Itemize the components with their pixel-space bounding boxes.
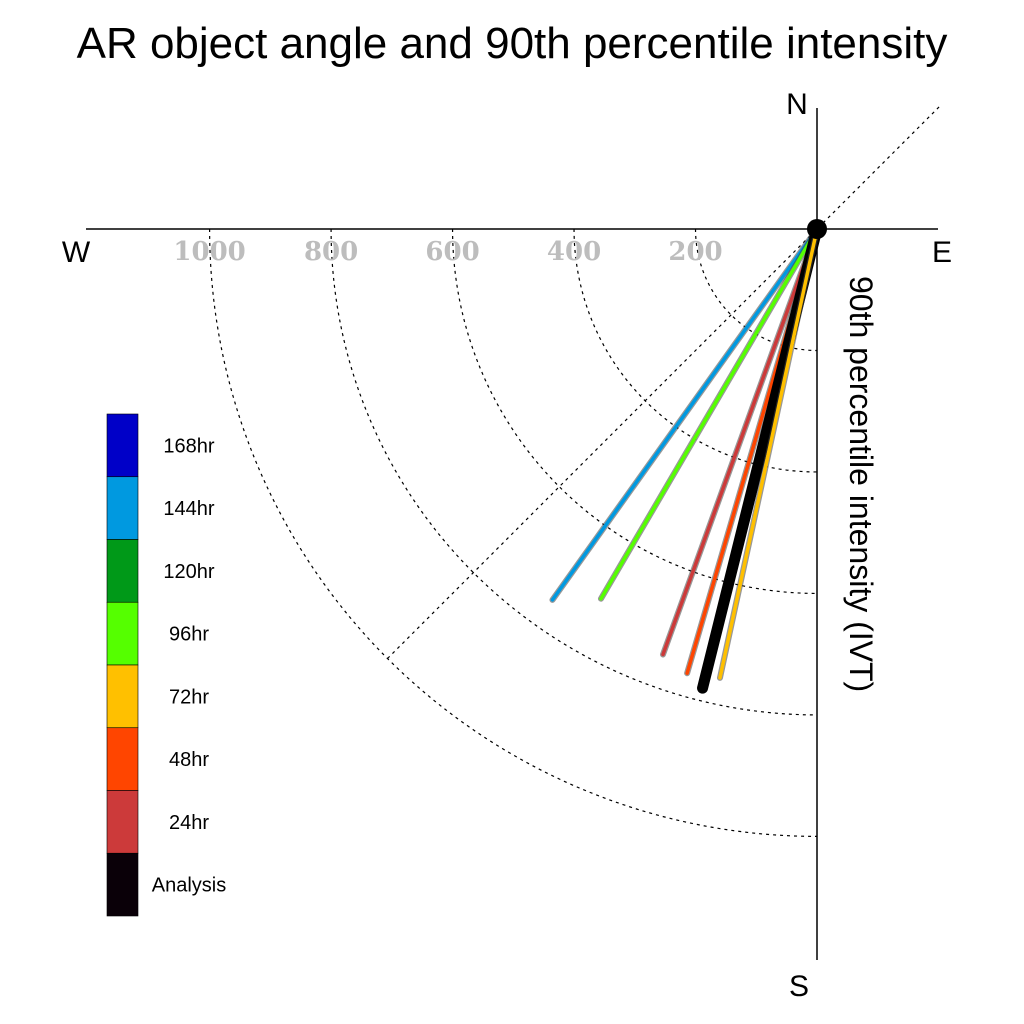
west-label: W xyxy=(62,236,91,269)
legend-swatch xyxy=(106,601,139,666)
diagonal-guide xyxy=(387,105,941,659)
chart-title: AR object angle and 90th percentile inte… xyxy=(77,19,948,68)
tick-label: 200 xyxy=(668,237,722,267)
legend-label: 24hr xyxy=(169,812,209,834)
range-ring-2 xyxy=(451,228,818,595)
series-vector xyxy=(599,227,819,601)
legend-swatch xyxy=(106,852,139,917)
tick-label: 400 xyxy=(547,237,601,267)
legend-swatch xyxy=(106,539,139,603)
legend-label: 48hr xyxy=(169,749,209,771)
north-label: N xyxy=(786,88,808,121)
tick-label: 800 xyxy=(304,237,358,267)
series-vector xyxy=(661,227,819,657)
grid xyxy=(209,105,941,837)
y-axis-label: 90th percentile intensity (IVT) xyxy=(843,276,879,692)
series-vector xyxy=(550,227,819,602)
legend-swatch xyxy=(106,790,139,854)
legend: 168hr 144hr 120hr 96hr 72hr 48hr 24hr Analysis xyxy=(106,413,226,917)
south-label: S xyxy=(789,970,809,1003)
legend-swatch xyxy=(106,664,139,729)
series-vector xyxy=(718,227,819,680)
origin-marker xyxy=(807,219,827,239)
legend-label: Analysis xyxy=(152,875,226,897)
legend-label: 72hr xyxy=(169,686,209,708)
legend-swatch xyxy=(106,727,139,791)
radial-tick-labels: 200 400 600 800 1000 xyxy=(173,237,722,267)
tick-label: 600 xyxy=(425,237,479,267)
legend-swatch xyxy=(106,476,139,540)
legend-label: 168hr xyxy=(163,435,214,457)
tick-label: 1000 xyxy=(173,237,245,267)
legend-label: 120hr xyxy=(163,561,214,583)
series-vectors xyxy=(549,223,823,694)
legend-label: 96hr xyxy=(169,624,209,646)
east-label: E xyxy=(932,236,952,269)
legend-label: 144hr xyxy=(163,498,214,520)
legend-swatch xyxy=(106,413,139,478)
